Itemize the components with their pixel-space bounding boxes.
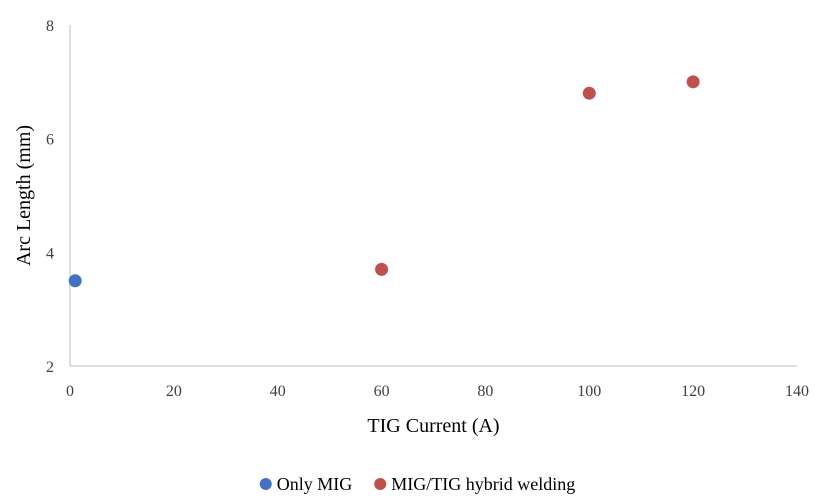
legend-marker xyxy=(259,478,272,490)
x-tick-label: 20 xyxy=(166,383,182,400)
x-axis-title: TIG Current (A) xyxy=(367,415,499,437)
data-point xyxy=(68,274,82,288)
data-point xyxy=(686,75,700,89)
axes xyxy=(69,25,797,367)
x-tick-label: 80 xyxy=(477,383,493,400)
data-point xyxy=(375,262,389,276)
y-tick-label: 4 xyxy=(46,245,54,262)
data-points xyxy=(68,75,700,288)
x-tick-label: 40 xyxy=(270,383,286,400)
data-point xyxy=(582,86,596,100)
y-tick-label: 6 xyxy=(46,132,54,149)
x-tick-label: 60 xyxy=(374,383,390,400)
x-tick-labels: 0 20 40 60 80 100 120 140 xyxy=(66,383,809,400)
legend-item: MIG/TIG hybrid welding xyxy=(374,474,575,494)
y-tick-label: 2 xyxy=(46,359,54,376)
legend-marker xyxy=(374,478,387,490)
y-axis-title: Arc Length (mm) xyxy=(13,125,35,266)
legend: Only MIG MIG/TIG hybrid welding xyxy=(259,474,575,494)
x-tick-label: 140 xyxy=(785,383,809,400)
y-tick-label: 8 xyxy=(46,18,54,35)
y-tick-labels: 2 4 6 8 xyxy=(46,18,54,376)
legend-item: Only MIG xyxy=(259,474,353,494)
x-tick-label: 100 xyxy=(577,383,601,400)
legend-label: MIG/TIG hybrid welding xyxy=(391,474,575,494)
legend-label: Only MIG xyxy=(277,474,353,494)
x-tick-label: 120 xyxy=(681,383,705,400)
x-tick-label: 0 xyxy=(66,383,74,400)
